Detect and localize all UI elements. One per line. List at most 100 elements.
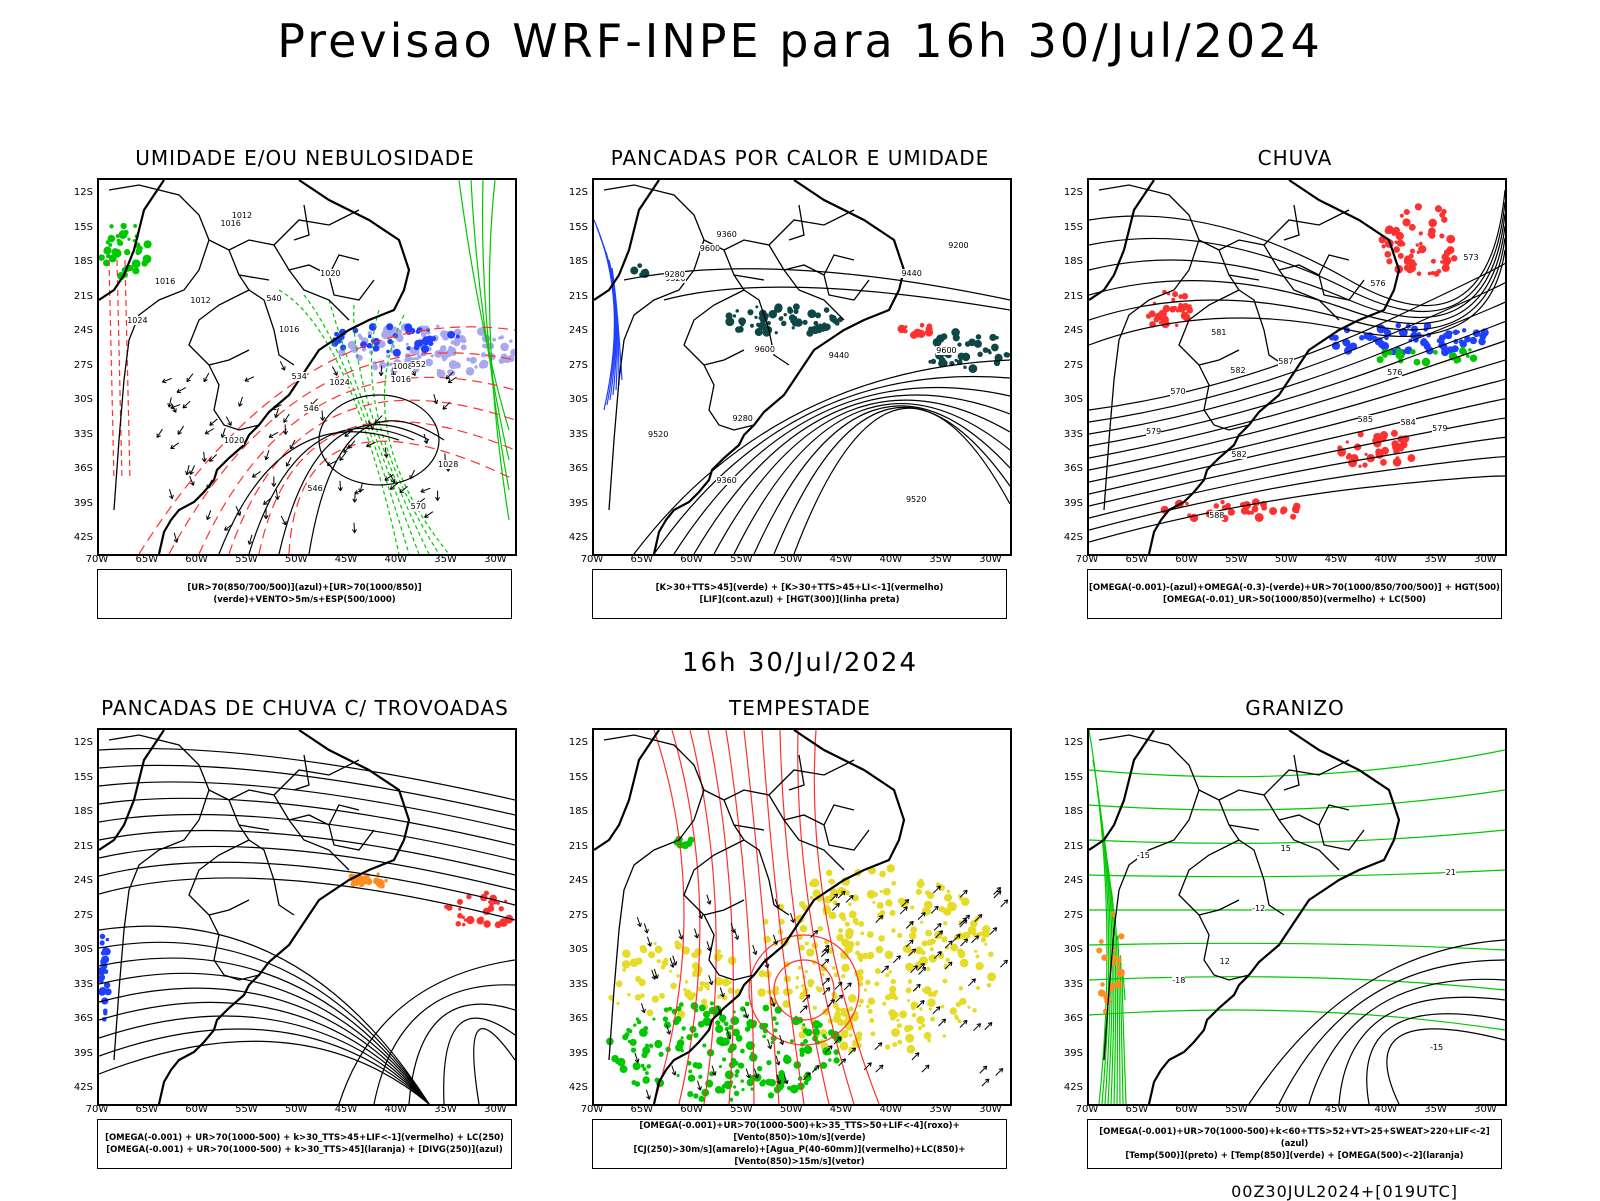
lon-tick-label: 70W bbox=[577, 1104, 607, 1115]
field-shading-cell bbox=[879, 871, 886, 878]
field-shading-cell bbox=[688, 837, 695, 844]
field-shading-cell bbox=[121, 223, 127, 229]
lon-tick-label: 35W bbox=[431, 554, 461, 565]
field-shading-cell bbox=[832, 966, 836, 970]
field-shading-cell bbox=[688, 1075, 695, 1082]
field-shading-cell bbox=[972, 367, 976, 371]
field-shading-cell bbox=[633, 1062, 641, 1070]
field-shading-cell bbox=[622, 960, 631, 969]
field-shading-cell bbox=[957, 342, 961, 346]
field-shading-cell bbox=[659, 993, 665, 999]
lat-tick-label: 36S bbox=[1053, 1013, 1083, 1024]
lon-tick-label: 55W bbox=[231, 1104, 261, 1115]
field-shading-cell bbox=[911, 1001, 919, 1009]
field-shading-cell bbox=[889, 910, 895, 916]
field-shading-cell bbox=[704, 982, 709, 987]
field-shading-cell bbox=[857, 953, 864, 960]
contour-value-label: 9440 bbox=[829, 351, 849, 360]
field-shading-cell bbox=[646, 1064, 651, 1069]
contour-value-label: 9200 bbox=[948, 241, 968, 250]
contour-value-label: 546 bbox=[307, 484, 322, 493]
field-shading-cell bbox=[702, 1043, 706, 1047]
field-shading-cell bbox=[912, 1013, 916, 1017]
field-shading-cell bbox=[839, 1041, 848, 1050]
field-shading-cell bbox=[740, 1079, 743, 1082]
field-shading-cell bbox=[910, 906, 914, 910]
field-shading-cell bbox=[1280, 509, 1286, 515]
lon-tick-label: 35W bbox=[1421, 554, 1451, 565]
lon-tick-label: 35W bbox=[1421, 1104, 1451, 1115]
field-shading-cell bbox=[925, 930, 932, 937]
field-shading-cell bbox=[735, 1069, 740, 1074]
field-shading-cell bbox=[414, 340, 421, 347]
contour-value-label: 9600 bbox=[755, 345, 775, 354]
legend-line: [OMEGA(-0.001) + UR>70(1000-500) + k>30_… bbox=[98, 1144, 511, 1156]
field-shading-cell bbox=[975, 962, 983, 970]
field-shading-cell bbox=[822, 1034, 826, 1038]
panel-title: PANCADAS POR CALOR E UMIDADE bbox=[590, 146, 1010, 170]
lat-tick-label: 39S bbox=[558, 498, 588, 509]
field-shading-cell bbox=[119, 230, 128, 239]
lon-tick-label: 70W bbox=[82, 1104, 112, 1115]
field-shading-cell bbox=[924, 1032, 932, 1040]
field-shading-cell bbox=[1004, 352, 1009, 357]
forecast-map[interactable] bbox=[592, 728, 1012, 1106]
field-shading-cell bbox=[1417, 271, 1422, 276]
field-shading-cell bbox=[682, 1026, 686, 1030]
field-shading-cell bbox=[482, 344, 486, 348]
lat-tick-label: 21S bbox=[558, 291, 588, 302]
lat-tick-label: 42S bbox=[1053, 1082, 1083, 1093]
lon-tick-label: 40W bbox=[1371, 554, 1401, 565]
contour-value-label: 1012 bbox=[232, 211, 252, 220]
field-shading-cell bbox=[829, 893, 835, 899]
field-shading-cell bbox=[1182, 303, 1189, 310]
field-shading-cell bbox=[925, 328, 933, 336]
field-shading-cell bbox=[859, 999, 864, 1004]
page-title: Previsao WRF-INPE para 16h 30/Jul/2024 bbox=[0, 14, 1600, 68]
pressure-contour bbox=[249, 428, 414, 554]
contour-value-label: 570 bbox=[1170, 387, 1185, 396]
field-shading-cell bbox=[1409, 456, 1415, 462]
lat-tick-label: 30S bbox=[558, 394, 588, 405]
field-shading-cell bbox=[805, 941, 809, 945]
streamline bbox=[339, 960, 515, 1104]
geopotential-streamline bbox=[1089, 338, 1505, 458]
field-shading-cell bbox=[1378, 357, 1382, 361]
panel-title: UMIDADE E/OU NEBULOSIDADE bbox=[95, 146, 515, 170]
field-shading-cell bbox=[841, 964, 849, 972]
field-shading-cell bbox=[942, 1034, 946, 1038]
field-shading-cell bbox=[431, 354, 434, 357]
field-shading-cell bbox=[941, 936, 947, 942]
field-shading-cell bbox=[431, 336, 436, 341]
field-shading-cell bbox=[675, 942, 682, 949]
field-shading-cell bbox=[1443, 332, 1449, 338]
field-shading-cell bbox=[637, 1020, 642, 1025]
field-shading-cell bbox=[805, 970, 808, 973]
field-shading-cell bbox=[642, 1067, 646, 1071]
field-shading-cell bbox=[922, 940, 928, 946]
field-shading-cell bbox=[1173, 306, 1177, 310]
field-shading-cell bbox=[800, 925, 808, 933]
field-shading-cell bbox=[696, 1062, 703, 1069]
forecast-map[interactable] bbox=[97, 728, 517, 1106]
field-shading-cell bbox=[719, 954, 723, 958]
field-shading-cell bbox=[906, 987, 912, 993]
field-shading-cell bbox=[1441, 253, 1448, 260]
field-shading-cell bbox=[777, 305, 781, 309]
lon-tick-label: 65W bbox=[132, 1104, 162, 1115]
field-shading-cell bbox=[868, 997, 876, 1005]
field-shading-cell bbox=[386, 323, 393, 330]
field-shading-cell bbox=[699, 981, 704, 986]
field-shading-cell bbox=[858, 1004, 861, 1007]
contour-value-label: 588 bbox=[1209, 511, 1224, 520]
field-shading-cell bbox=[1391, 430, 1398, 437]
field-shading-cell bbox=[646, 1009, 653, 1016]
field-shading-cell bbox=[849, 1034, 852, 1037]
field-shading-cell bbox=[798, 966, 802, 970]
field-shading-cell bbox=[719, 1065, 722, 1068]
field-shading-cell bbox=[693, 1093, 698, 1098]
